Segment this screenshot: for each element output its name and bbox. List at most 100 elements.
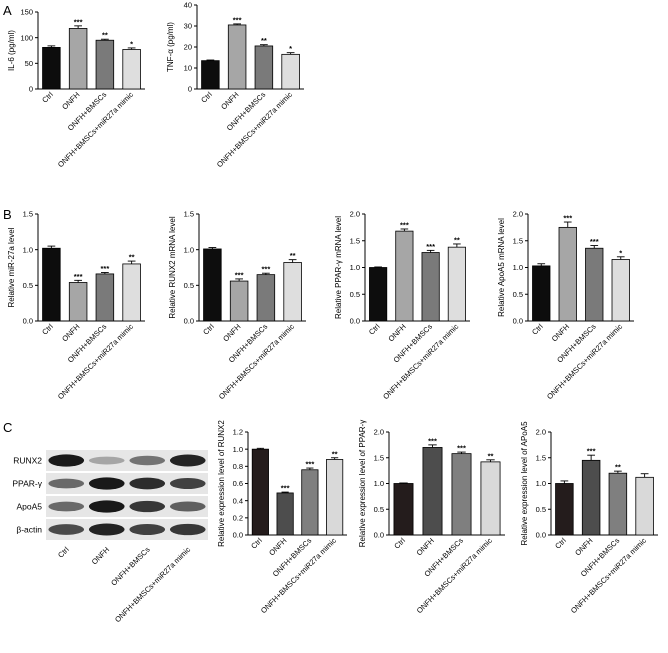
category-label: ONFH bbox=[60, 90, 81, 111]
bar-4 bbox=[611, 259, 630, 322]
blot-band bbox=[48, 524, 85, 535]
significance-mark: ** bbox=[129, 253, 135, 262]
bar-3 bbox=[585, 247, 604, 322]
significance-mark: *** bbox=[74, 17, 83, 26]
bar-4 bbox=[326, 459, 344, 536]
y-tick-label: 0.5 bbox=[374, 505, 384, 514]
significance-mark: ** bbox=[332, 449, 338, 458]
blot-band bbox=[169, 523, 206, 536]
blot-band bbox=[129, 523, 166, 536]
bar-1 bbox=[42, 47, 61, 90]
blot-band bbox=[48, 478, 85, 489]
significance-mark: *** bbox=[428, 436, 437, 445]
y-tick-label: 50 bbox=[25, 59, 33, 68]
chart-mir27a: 0.0 0.5 1.0 1.5 Relative miR-27a level Ctrl **… bbox=[7, 210, 145, 401]
panel-label-a: A bbox=[3, 3, 12, 18]
bar-4 bbox=[122, 49, 141, 90]
blot-band bbox=[169, 501, 206, 512]
y-tick-label: 1.0 bbox=[536, 479, 546, 488]
y-tick-label: 1.0 bbox=[23, 245, 33, 254]
bar-3 bbox=[421, 252, 440, 322]
bar-2 bbox=[229, 280, 249, 322]
y-tick-label: 0.0 bbox=[350, 317, 360, 326]
blot-strip bbox=[46, 496, 208, 517]
bar-4 bbox=[635, 476, 654, 536]
bar-2 bbox=[68, 282, 88, 322]
blot-band bbox=[88, 523, 125, 536]
y-tick-label: 0.6 bbox=[233, 479, 243, 488]
significance-mark: *** bbox=[426, 242, 435, 251]
blot-row: RUNX2 bbox=[13, 450, 208, 471]
category-label: ONFH bbox=[60, 322, 81, 343]
bar-3 bbox=[95, 39, 115, 90]
y-tick-label: 0.0 bbox=[536, 531, 546, 540]
panel-label-c: C bbox=[3, 420, 12, 435]
blot-strip bbox=[46, 473, 208, 494]
y-axis-label: Relative PPAR-γ mRNA level bbox=[334, 216, 343, 319]
significance-mark: *** bbox=[74, 272, 83, 281]
bar-3 bbox=[301, 469, 319, 536]
significance-mark: *** bbox=[563, 214, 572, 223]
y-tick-label: 1.0 bbox=[184, 245, 194, 254]
y-axis-label: IL-6 (pg/ml) bbox=[7, 30, 16, 71]
blot-band bbox=[169, 477, 206, 490]
y-axis-label: Relative ApoA5 mRNA level bbox=[497, 218, 506, 317]
bar-2 bbox=[68, 28, 88, 90]
bar-4 bbox=[281, 53, 300, 90]
significance-mark: *** bbox=[457, 444, 466, 453]
bar-1 bbox=[532, 265, 551, 322]
y-axis-label: TNF-α (pg/ml) bbox=[166, 22, 175, 72]
y-axis-label: Relative miR-27a level bbox=[7, 227, 16, 307]
blot-row-label: ApoA5 bbox=[16, 502, 42, 512]
chart-apoa5_prot: 0.0 0.5 1.0 1.5 2.0 Relative expression level… bbox=[520, 421, 658, 615]
y-tick-label: 2.0 bbox=[350, 210, 360, 219]
y-tick-label: 0.2 bbox=[233, 513, 243, 522]
category-label: Ctrl bbox=[40, 322, 55, 337]
blot-lane-label: Ctrl bbox=[56, 545, 71, 560]
significance-mark: *** bbox=[100, 264, 109, 273]
y-tick-label: 10 bbox=[184, 64, 192, 73]
panel-label-b: B bbox=[3, 207, 12, 222]
category-label: ONFH bbox=[267, 536, 288, 557]
blot-band bbox=[129, 455, 166, 466]
chart-pparg_mrna: 0.0 0.5 1.0 1.5 2.0 Relative PPAR-γ mRNA leve… bbox=[334, 210, 470, 401]
y-tick-label: 150 bbox=[20, 8, 33, 17]
category-label: Ctrl bbox=[530, 322, 545, 337]
y-tick-label: 0.5 bbox=[350, 290, 360, 299]
significance-mark: *** bbox=[590, 237, 599, 246]
y-tick-label: 0.0 bbox=[233, 531, 243, 540]
significance-mark: *** bbox=[305, 460, 314, 469]
bar-3 bbox=[95, 273, 115, 322]
bar-2 bbox=[422, 447, 443, 536]
y-tick-label: 40 bbox=[184, 1, 192, 10]
y-tick-label: 1.0 bbox=[233, 445, 243, 454]
significance-mark: ** bbox=[102, 31, 108, 40]
y-tick-label: 2.0 bbox=[513, 210, 523, 219]
y-tick-label: 20 bbox=[184, 43, 192, 52]
y-tick-label: 0.0 bbox=[184, 317, 194, 326]
y-tick-label: 0.0 bbox=[374, 531, 384, 540]
y-axis-label: Relative expression level of RUNX2 bbox=[217, 420, 226, 547]
y-axis-label: Relative RUNX2 mRNA level bbox=[168, 216, 177, 318]
blot-strip bbox=[46, 519, 208, 540]
chart-apoa5_mrna: 0.0 0.5 1.0 1.5 2.0 Relative ApoA5 mRNA level… bbox=[497, 210, 634, 401]
blot-band bbox=[48, 454, 85, 467]
significance-mark: *** bbox=[281, 484, 290, 493]
category-label: Ctrl bbox=[40, 90, 55, 105]
bar-2 bbox=[581, 459, 601, 536]
category-label: ONFH bbox=[386, 322, 407, 343]
significance-mark: * bbox=[289, 44, 292, 53]
significance-mark: *** bbox=[400, 220, 409, 229]
bar-4 bbox=[122, 263, 141, 322]
blot-row: β-actin bbox=[16, 519, 208, 540]
blot-band bbox=[88, 500, 125, 513]
category-label: ONFH bbox=[415, 536, 436, 557]
y-tick-label: 1.5 bbox=[23, 210, 33, 219]
blot-row: ApoA5 bbox=[16, 496, 208, 517]
y-tick-label: 1.2 bbox=[233, 428, 243, 437]
blot-row-label: PPAR-γ bbox=[12, 479, 42, 489]
significance-mark: ** bbox=[454, 235, 460, 244]
